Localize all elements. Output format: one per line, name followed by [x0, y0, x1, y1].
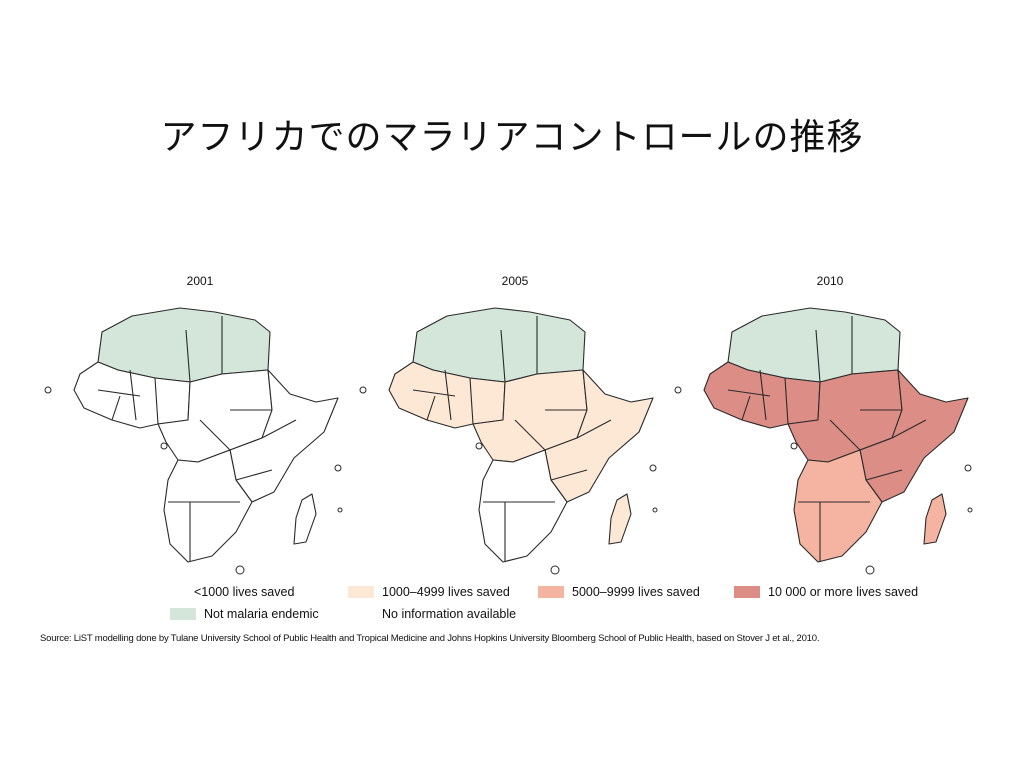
- country-border: [426, 395, 436, 421]
- legend-swatch: [348, 608, 374, 620]
- island-marker: [337, 507, 343, 513]
- country-border: [261, 419, 297, 439]
- region-madagascar: [608, 493, 632, 545]
- legend-label: 5000–9999 lives saved: [572, 585, 700, 599]
- legend-label: Not malaria endemic: [204, 607, 319, 621]
- legend-swatch: [170, 608, 196, 620]
- country-border: [111, 395, 121, 421]
- legend-item-not-endemic: Not malaria endemic: [170, 605, 319, 623]
- legend-item-ge10000: 10 000 or more lives saved: [734, 583, 918, 601]
- island-marker: [964, 464, 972, 472]
- island-marker: [967, 507, 973, 513]
- region-south: [478, 449, 568, 563]
- africa-map-2010: [674, 307, 973, 575]
- country-border: [865, 469, 903, 481]
- island-marker: [790, 442, 798, 450]
- island-marker: [674, 386, 682, 394]
- legend-swatch: [734, 586, 760, 598]
- island-marker: [359, 386, 367, 394]
- map-panel-1: 2005: [355, 260, 675, 580]
- country-border: [784, 377, 789, 425]
- country-border: [97, 389, 141, 397]
- legend-label: No information available: [382, 607, 517, 621]
- country-border: [891, 419, 927, 439]
- africa-map-2005: [359, 307, 658, 575]
- country-border: [741, 395, 751, 421]
- country-border: [576, 419, 612, 439]
- map-legend: <1000 lives saved 1000–4999 lives saved …: [160, 583, 980, 625]
- island-marker: [334, 464, 342, 472]
- legend-item-1000-4999: 1000–4999 lives saved: [348, 583, 510, 601]
- map-year-label: 2001: [186, 274, 214, 288]
- legend-label: 1000–4999 lives saved: [382, 585, 510, 599]
- country-border: [412, 389, 456, 397]
- legend-swatch: [348, 586, 374, 598]
- island-marker: [550, 565, 560, 575]
- legend-item-lt1000: <1000 lives saved: [160, 583, 294, 601]
- island-marker: [652, 507, 658, 513]
- legend-swatch: [160, 586, 186, 598]
- island-marker: [235, 565, 245, 575]
- map-year-label: 2010: [816, 274, 844, 288]
- maps-row: 2001 2005 2010: [0, 260, 1024, 580]
- region-south: [793, 449, 883, 563]
- legend-item-5000-9999: 5000–9999 lives saved: [538, 583, 700, 601]
- source-note: Source: LiST modelling done by Tulane Un…: [40, 633, 820, 644]
- slide-title: アフリカでのマラリアコントロールの推移: [160, 117, 864, 158]
- legend-swatch: [538, 586, 564, 598]
- country-border: [514, 419, 546, 451]
- country-border: [727, 389, 771, 397]
- map-panel-2: 2010: [670, 260, 990, 580]
- country-border: [235, 469, 273, 481]
- africa-map-2001: [44, 307, 343, 575]
- country-border: [185, 329, 191, 383]
- country-border: [469, 377, 474, 425]
- legend-label: 10 000 or more lives saved: [768, 585, 919, 599]
- region-south: [163, 449, 253, 563]
- island-marker: [160, 442, 168, 450]
- country-border: [550, 469, 588, 481]
- country-border: [815, 329, 821, 383]
- legend-label: <1000 lives saved: [194, 585, 295, 599]
- island-marker: [44, 386, 52, 394]
- legend-item-no-info: No information available: [348, 605, 516, 623]
- country-border: [199, 419, 231, 451]
- map-year-label: 2005: [501, 274, 529, 288]
- country-border: [829, 419, 861, 451]
- island-marker: [865, 565, 875, 575]
- island-marker: [649, 464, 657, 472]
- map-panel-0: 2001: [40, 260, 360, 580]
- country-border: [154, 377, 159, 425]
- region-madagascar: [923, 493, 947, 545]
- region-madagascar: [293, 493, 317, 545]
- island-marker: [475, 442, 483, 450]
- country-border: [500, 329, 506, 383]
